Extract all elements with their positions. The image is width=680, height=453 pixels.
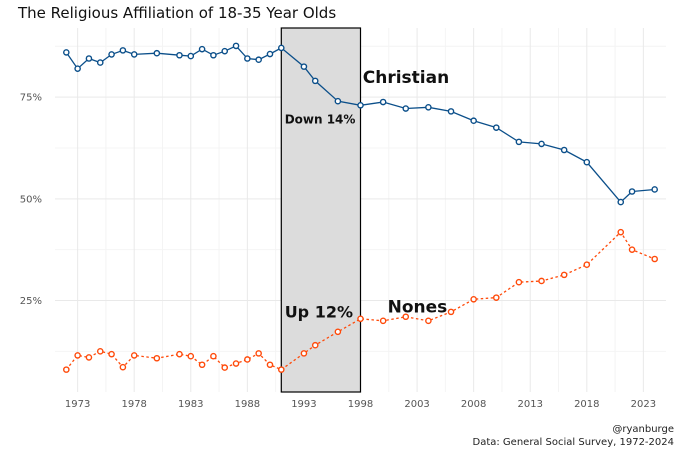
x-tick-label: 1993 — [291, 399, 316, 410]
nones-point — [357, 315, 364, 323]
axis-labels: 1973 1978 1983 1988 1993 1998 2003 2008 2013 2018… — [20, 93, 656, 410]
nones-point — [379, 317, 387, 325]
annotation-christian: Christian — [363, 68, 449, 88]
nones-point — [425, 317, 432, 325]
annotation-nones: Nones — [388, 298, 448, 318]
nones-point — [96, 348, 104, 355]
christian-point — [198, 45, 206, 53]
nones-point — [311, 341, 319, 349]
christian-point — [447, 108, 455, 115]
x-tick-label: 1988 — [235, 399, 260, 410]
christian-point — [492, 124, 500, 131]
chart-title: The Religious Affiliation of 18-35 Year … — [17, 4, 336, 22]
nones-point — [277, 366, 285, 373]
nones-point — [130, 352, 138, 359]
christian-point — [96, 59, 104, 66]
christian-point — [210, 51, 217, 59]
highlight-box — [280, 27, 362, 393]
nones-point — [232, 360, 240, 367]
nones-point — [85, 354, 93, 361]
christian-point — [402, 105, 410, 112]
christian-point — [515, 138, 523, 146]
christian-point — [85, 55, 93, 62]
y-tick-label: 50% — [20, 194, 42, 205]
annotation-down-14: Down 14% — [285, 113, 356, 127]
nones-point — [176, 350, 183, 358]
christian-point — [255, 56, 262, 64]
highlight-rect — [280, 27, 362, 393]
nones-point — [447, 308, 455, 316]
nones-point — [628, 246, 636, 253]
christian-point — [538, 140, 545, 148]
x-tick-label: 1998 — [348, 399, 373, 410]
christian-point — [560, 146, 568, 154]
christian-point — [130, 51, 138, 58]
x-tick-label: 2013 — [517, 399, 542, 410]
nones-point — [74, 352, 81, 359]
nones-point — [300, 350, 308, 357]
nones-point — [153, 354, 161, 362]
x-tick-label: 1973 — [65, 399, 90, 410]
nones-point — [470, 295, 477, 303]
nones-point — [187, 352, 195, 360]
nones-point — [210, 352, 217, 360]
x-tick-label: 2023 — [631, 399, 656, 410]
nones-point — [108, 350, 115, 358]
christian-point — [617, 198, 625, 206]
christian-point — [425, 104, 432, 111]
christian-point — [628, 188, 636, 195]
christian-point — [244, 55, 251, 62]
christian-point — [232, 42, 240, 50]
christian-point — [221, 47, 229, 55]
christian-point — [470, 117, 477, 125]
christian-point — [379, 98, 387, 106]
christian-point — [334, 97, 342, 105]
credit-handle: @ryanburge — [612, 424, 674, 435]
christian-point — [119, 47, 127, 54]
christian-point — [266, 50, 274, 58]
nones-point — [221, 364, 229, 371]
christian-point — [357, 101, 364, 109]
x-tick-label: 2008 — [461, 399, 486, 410]
nones-point — [198, 361, 206, 369]
series — [63, 42, 658, 373]
christian-point — [311, 77, 319, 85]
nones-point — [119, 363, 127, 371]
nones-point — [515, 278, 523, 286]
nones-point — [583, 261, 591, 269]
nones-point — [255, 350, 262, 357]
christian-point — [63, 49, 70, 56]
y-tick-label: 25% — [20, 296, 42, 307]
christian-point — [277, 44, 285, 52]
x-tick-label: 2003 — [404, 399, 429, 410]
annotation-up-12: Up 12% — [285, 303, 353, 322]
nones-point — [63, 366, 70, 373]
christian-point — [187, 52, 195, 60]
nones-point — [617, 228, 625, 236]
x-tick-label: 1983 — [178, 399, 203, 410]
christian-point — [583, 158, 591, 166]
nones-point — [244, 356, 251, 363]
christian-point — [300, 63, 308, 70]
nones-point — [538, 277, 545, 285]
nones-point — [651, 255, 658, 263]
credit-source: Data: General Social Survey, 1972-2024 — [473, 437, 675, 448]
christian-point — [651, 186, 658, 193]
nones-point — [492, 294, 500, 301]
x-tick-label: 2018 — [574, 399, 599, 410]
nones-point — [266, 361, 274, 369]
nones-point — [334, 328, 342, 336]
annotations: Christian Down 14% Up 12% Nones — [285, 68, 450, 322]
christian-point — [176, 51, 183, 59]
nones-point — [560, 271, 568, 279]
x-tick-label: 1978 — [121, 399, 146, 410]
nones-point — [402, 313, 410, 321]
y-tick-label: 75% — [20, 93, 42, 104]
christian-point — [74, 65, 81, 72]
nones-line — [65, 231, 655, 371]
christian-point — [153, 49, 161, 57]
christian-point — [108, 51, 115, 58]
